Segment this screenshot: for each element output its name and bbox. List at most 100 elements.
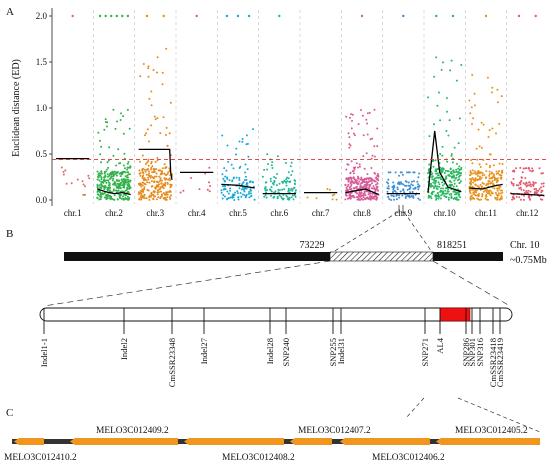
data-point xyxy=(167,171,170,174)
data-point xyxy=(345,168,348,171)
data-point xyxy=(439,178,442,181)
chromosome-10-bar xyxy=(64,251,503,262)
data-point xyxy=(500,95,503,98)
data-point xyxy=(231,179,234,182)
data-point xyxy=(395,198,398,201)
data-point xyxy=(96,170,99,173)
data-point xyxy=(128,173,131,176)
data-point xyxy=(100,178,103,181)
data-point xyxy=(122,195,124,198)
data-point xyxy=(519,186,522,189)
data-point xyxy=(497,194,499,197)
data-point xyxy=(98,179,101,182)
data-point xyxy=(430,182,432,185)
data-point xyxy=(354,178,357,181)
data-point xyxy=(448,174,450,176)
data-point xyxy=(286,180,289,183)
data-point xyxy=(484,197,487,200)
data-point xyxy=(242,181,245,184)
data-point xyxy=(344,198,347,201)
data-point xyxy=(434,194,437,197)
data-point xyxy=(103,128,106,131)
data-point xyxy=(501,197,503,200)
data-point xyxy=(155,172,158,175)
data-point xyxy=(253,198,256,201)
data-point xyxy=(161,184,164,187)
data-point xyxy=(500,176,503,179)
data-point xyxy=(362,192,365,195)
data-point xyxy=(480,121,483,124)
marker-label: SNP286 xyxy=(461,337,471,366)
data-point xyxy=(473,170,476,173)
data-point xyxy=(141,169,144,172)
data-point xyxy=(106,161,109,164)
data-point xyxy=(154,161,157,163)
data-point xyxy=(122,132,125,135)
data-point xyxy=(493,187,496,190)
data-point-top xyxy=(278,14,281,18)
data-point xyxy=(470,159,473,162)
data-point xyxy=(510,181,513,184)
data-point xyxy=(124,180,127,183)
data-point xyxy=(434,182,436,185)
data-point xyxy=(239,192,242,194)
data-point xyxy=(479,178,482,181)
x-tick-label: chr.7 xyxy=(312,208,330,218)
data-point xyxy=(518,196,521,199)
gene-arrow xyxy=(290,438,332,445)
data-point xyxy=(371,182,373,185)
data-point xyxy=(387,185,390,188)
data-point xyxy=(540,186,543,189)
data-point xyxy=(500,195,503,198)
data-point xyxy=(103,176,106,179)
data-point xyxy=(495,172,498,175)
data-point xyxy=(126,191,129,193)
data-point xyxy=(140,183,143,186)
data-point xyxy=(270,194,273,197)
data-point xyxy=(371,195,374,198)
data-point xyxy=(139,172,142,174)
data-point xyxy=(541,189,544,192)
data-point xyxy=(374,190,377,193)
gene-label-top-1: MELO3C012409.2 xyxy=(96,426,169,436)
data-point xyxy=(124,171,127,174)
data-point xyxy=(151,171,154,174)
data-point xyxy=(293,179,296,182)
data-point xyxy=(159,190,162,193)
data-point xyxy=(120,181,123,184)
data-point-top xyxy=(534,14,537,18)
data-point xyxy=(447,134,450,137)
data-point xyxy=(286,176,289,179)
data-point xyxy=(123,152,126,155)
data-point xyxy=(417,186,420,188)
data-point xyxy=(478,163,481,166)
data-point xyxy=(347,183,350,186)
data-point-top xyxy=(451,14,455,18)
data-point xyxy=(97,173,100,175)
marker-label: CmSSR23419 xyxy=(495,338,505,387)
data-point xyxy=(278,182,281,185)
x-axis-ticks: chr.1 chr.2 chr.3 chr.4 chr.5 chr.6 chr.7 chr.8… xyxy=(64,208,539,218)
data-point xyxy=(430,197,433,200)
left-position-label: 73229 xyxy=(300,240,325,251)
data-point xyxy=(155,175,158,178)
data-point xyxy=(206,188,209,191)
data-point xyxy=(294,195,297,198)
data-point xyxy=(460,172,463,175)
data-point xyxy=(522,182,525,185)
data-point xyxy=(108,194,111,197)
data-point xyxy=(533,188,536,191)
data-point xyxy=(470,183,472,186)
data-point xyxy=(478,145,481,148)
data-point xyxy=(245,179,248,181)
gene-connector-right xyxy=(457,397,541,433)
data-point xyxy=(150,185,153,188)
data-point xyxy=(140,185,143,188)
data-point xyxy=(288,181,291,184)
data-point xyxy=(350,113,353,116)
data-point xyxy=(269,180,272,183)
data-point xyxy=(352,132,355,135)
data-point xyxy=(117,171,119,173)
data-point xyxy=(108,146,111,149)
data-point xyxy=(470,197,473,200)
